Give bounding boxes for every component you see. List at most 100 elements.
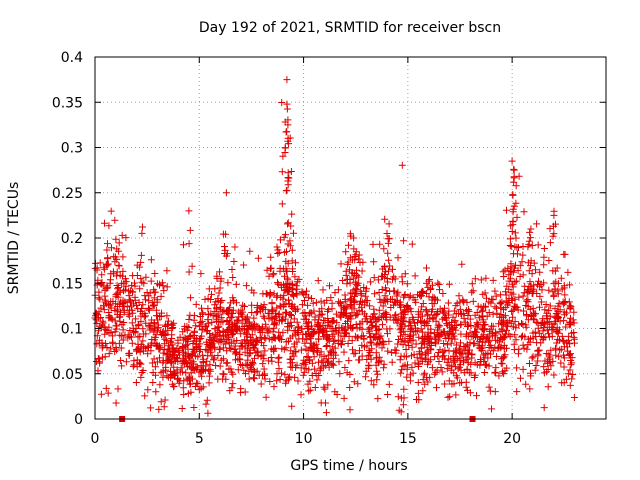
data-point xyxy=(269,271,277,279)
y-tick-label: 0.35 xyxy=(52,95,83,111)
data-point xyxy=(552,310,560,317)
data-point xyxy=(345,332,353,340)
data-point xyxy=(489,310,497,318)
data-point xyxy=(485,344,493,351)
data-point xyxy=(131,296,139,304)
data-point xyxy=(375,306,383,314)
data-point xyxy=(448,380,456,388)
data-point xyxy=(382,313,390,321)
data-point xyxy=(105,329,113,337)
data-point xyxy=(190,404,198,411)
data-point xyxy=(117,357,125,364)
data-point xyxy=(527,225,535,233)
data-point xyxy=(306,332,314,340)
data-point xyxy=(387,296,394,303)
data-point xyxy=(157,313,165,320)
data-point xyxy=(350,305,358,313)
data-point xyxy=(210,356,218,364)
data-point xyxy=(551,285,559,293)
data-point xyxy=(508,157,516,165)
data-point xyxy=(219,355,227,363)
data-point xyxy=(385,220,393,228)
data-point xyxy=(464,322,472,330)
data-point xyxy=(546,302,554,310)
data-point xyxy=(535,346,543,354)
data-point xyxy=(566,366,574,374)
data-point xyxy=(217,314,225,322)
x-tick-label: 10 xyxy=(295,431,313,447)
data-point xyxy=(508,280,516,288)
data-point xyxy=(139,310,147,318)
data-point xyxy=(128,306,136,314)
data-point xyxy=(257,351,265,359)
data-point xyxy=(121,286,129,294)
data-point xyxy=(452,341,460,349)
data-point xyxy=(434,296,441,304)
data-point xyxy=(111,317,119,325)
data-point xyxy=(114,305,121,313)
data-point xyxy=(292,290,300,297)
data-point xyxy=(267,264,275,272)
data-point xyxy=(482,361,489,369)
data-point xyxy=(115,313,123,321)
data-point xyxy=(186,311,194,319)
data-point xyxy=(540,253,548,261)
data-point xyxy=(466,315,474,323)
data-point xyxy=(441,380,449,388)
data-point xyxy=(218,297,226,304)
data-point xyxy=(376,295,384,303)
data-point xyxy=(393,296,401,304)
data-point xyxy=(560,250,568,258)
data-point xyxy=(164,373,172,381)
data-point xyxy=(478,307,486,315)
data-point xyxy=(353,324,361,332)
data-point xyxy=(401,270,409,278)
data-point xyxy=(236,351,244,359)
data-point xyxy=(414,327,422,335)
y-tick-label: 0.3 xyxy=(61,141,83,157)
data-point xyxy=(417,325,425,333)
data-point xyxy=(196,319,204,326)
data-point xyxy=(267,314,275,322)
data-point xyxy=(285,140,293,148)
data-point xyxy=(479,290,487,298)
data-point xyxy=(266,378,274,385)
data-point xyxy=(507,222,515,230)
data-point xyxy=(419,288,427,296)
data-point xyxy=(375,289,383,296)
data-point xyxy=(367,339,375,347)
data-point xyxy=(281,144,289,152)
data-point xyxy=(533,339,541,347)
data-point xyxy=(284,181,292,189)
data-point xyxy=(408,343,416,351)
data-point xyxy=(227,345,235,353)
data-point xyxy=(249,366,257,374)
data-point xyxy=(244,345,252,353)
data-point xyxy=(270,383,278,391)
data-point xyxy=(260,342,268,350)
data-point xyxy=(546,353,554,361)
data-point xyxy=(133,356,141,364)
data-point xyxy=(287,168,295,175)
data-point xyxy=(290,229,297,237)
data-point xyxy=(139,301,147,309)
data-point xyxy=(509,306,517,314)
data-point xyxy=(228,384,236,392)
data-point xyxy=(384,330,391,338)
data-point xyxy=(135,321,143,329)
data-point xyxy=(501,367,509,375)
data-point xyxy=(518,320,525,327)
data-point xyxy=(346,279,354,287)
data-point xyxy=(233,337,241,344)
data-point xyxy=(351,256,359,264)
data-point xyxy=(510,165,518,173)
data-point xyxy=(290,315,298,323)
data-point xyxy=(318,310,326,318)
data-point xyxy=(260,334,268,342)
data-point xyxy=(118,362,126,370)
data-point xyxy=(336,300,344,308)
data-point xyxy=(277,293,285,301)
data-point xyxy=(440,340,448,347)
data-point xyxy=(185,316,193,323)
data-point xyxy=(389,275,396,283)
